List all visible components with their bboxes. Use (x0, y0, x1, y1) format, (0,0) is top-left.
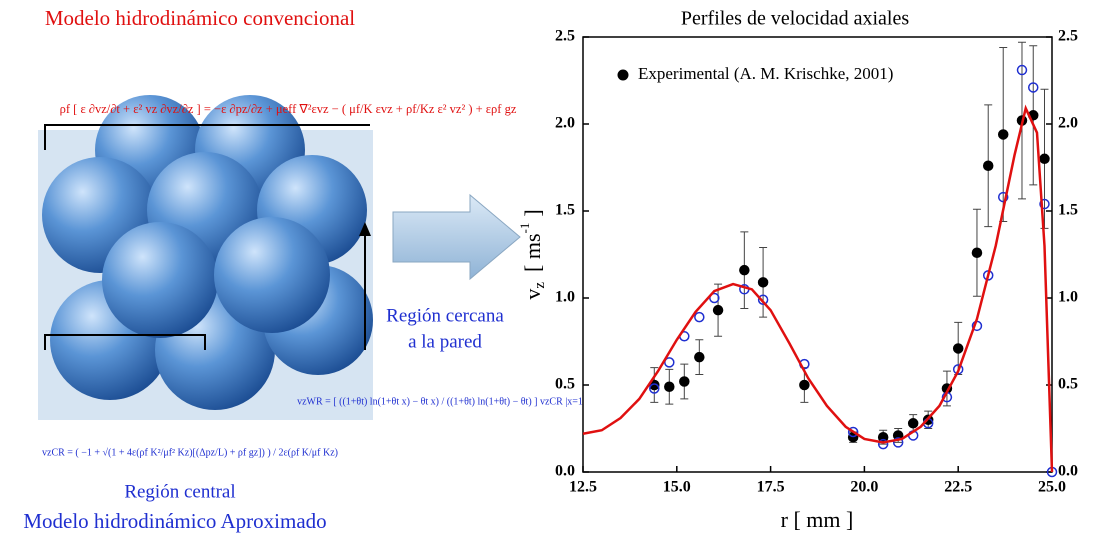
y-label-part: z (532, 282, 548, 289)
y-label-part: [ ms (520, 234, 545, 273)
data-point (1039, 153, 1050, 165)
data-point (971, 247, 983, 259)
data-point (664, 381, 675, 392)
data-point (694, 311, 705, 323)
y-tick-label: 1.0 (555, 289, 575, 306)
plot-frame (582, 36, 1053, 473)
chart-title: Perfiles de velocidad axiales (681, 8, 909, 30)
x-tick-label: 25.0 (1038, 479, 1066, 496)
label: a la pared (408, 331, 482, 352)
data-point (847, 426, 859, 438)
data-point (757, 294, 769, 305)
legend-label: Experimental (A. M. Krischke, 2001) (638, 64, 893, 83)
data-point (757, 277, 769, 288)
data-point (694, 351, 705, 363)
data-point (739, 264, 750, 276)
x-tick-label: 22.5 (944, 479, 972, 496)
data-point (799, 379, 810, 391)
data-point (892, 437, 904, 448)
data-point (997, 191, 1009, 203)
x-tick-label: 20.0 (850, 479, 878, 496)
y2-tick-label: 1.5 (1058, 202, 1078, 219)
x-tick-label: 12.5 (569, 479, 597, 496)
data-point (877, 438, 889, 450)
diagram-title: Modelo hidrodinámico convencional (45, 6, 355, 30)
equation: vzWR = [ ((1+θt) ln(1+θt x) − θt x) / ((… (297, 396, 583, 407)
x-tick-label: 17.5 (757, 479, 785, 496)
model-curve (582, 104, 1054, 473)
equation: ρf [ ε ∂vz/∂t + ε² vz ∂vz/∂z ] = −ε ∂pz/… (60, 102, 517, 116)
y-tick-label: 1.5 (555, 202, 575, 219)
x-tick-label: 15.0 (663, 479, 691, 496)
y2-tick-label: 0.0 (1058, 463, 1078, 480)
y2-tick-label: 1.0 (1058, 289, 1078, 306)
y-tick-label: 0.0 (555, 463, 575, 480)
diagram-subtitle: Modelo hidrodinámico Aproximado (23, 509, 326, 533)
y-tick-label: 0.5 (555, 376, 575, 393)
label: Región cercana (386, 305, 504, 326)
y-tick-label: 2.0 (555, 115, 575, 132)
data-point (982, 160, 994, 172)
data-point (952, 343, 964, 354)
x-axis-label: r [ mm ] (781, 507, 854, 532)
data-point (649, 383, 660, 394)
data-point (1027, 82, 1039, 93)
legend-marker (617, 69, 629, 81)
equation: vzCR = ( −1 + √(1 + 4ε(ρf K²/μf² Kz)[(Δp… (42, 447, 338, 458)
data-point (1016, 64, 1028, 76)
chart: Perfiles de velocidad axiales r [ mm ] 1… (517, 8, 1078, 532)
label: Región central (124, 481, 235, 502)
y-label-part: -1 (517, 223, 532, 234)
y2-tick-label: 2.0 (1058, 115, 1078, 132)
data-point (664, 357, 675, 368)
y2-tick-label: 2.5 (1058, 28, 1078, 45)
data-point (997, 129, 1009, 140)
data-point (709, 292, 720, 304)
y-label-part: ] (520, 209, 545, 216)
data-point (1039, 198, 1050, 210)
data-point (712, 304, 724, 316)
y-tick-label: 2.5 (555, 28, 575, 45)
y-label-part: v (520, 289, 545, 300)
y2-tick-label: 0.5 (1058, 376, 1078, 393)
data-point (907, 418, 919, 429)
data-point (679, 376, 690, 387)
arrow (392, 193, 521, 281)
packed-bed (38, 95, 373, 420)
data-point (952, 364, 964, 375)
y-axis-label: vz [ ms-1] (517, 209, 548, 299)
